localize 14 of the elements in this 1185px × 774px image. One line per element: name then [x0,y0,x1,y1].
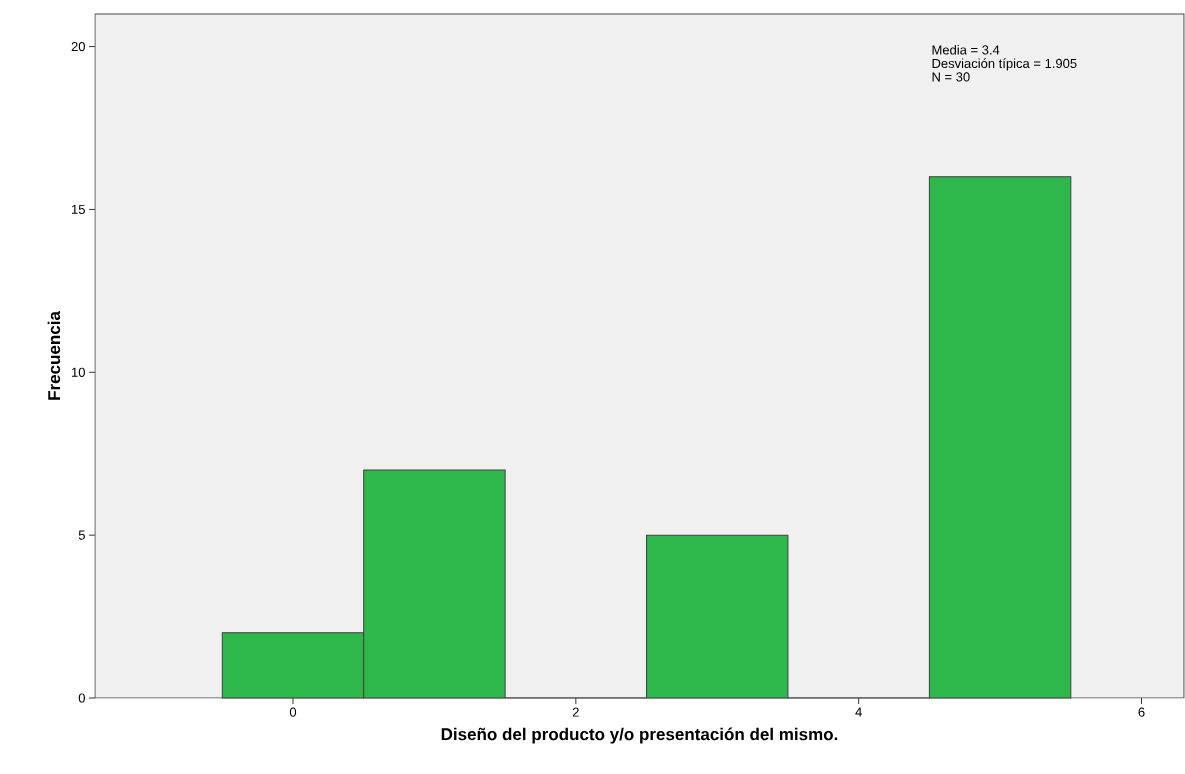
y-tick-label: 15 [72,204,85,214]
x-axis-title: Diseño del producto y/o presentación del mismo. [441,727,838,744]
annotation: Media = 3.4 [932,44,1000,55]
x-tick-label: 0 [289,707,297,717]
y-tick-label: 5 [78,530,85,540]
y-tick-label: 20 [71,41,85,52]
y-tick-label: 10 [72,367,85,377]
x-tick-label: 6 [1138,707,1145,717]
x-tick-label: 4 [855,707,862,717]
annotation: N = 30 [932,72,970,82]
y-tick-label: 0 [78,693,85,703]
y-axis-title: Frecuencia [47,311,61,400]
x-tick-label: 2 [572,707,579,717]
annotation: Desviación típica = 1.905 [932,58,1077,71]
